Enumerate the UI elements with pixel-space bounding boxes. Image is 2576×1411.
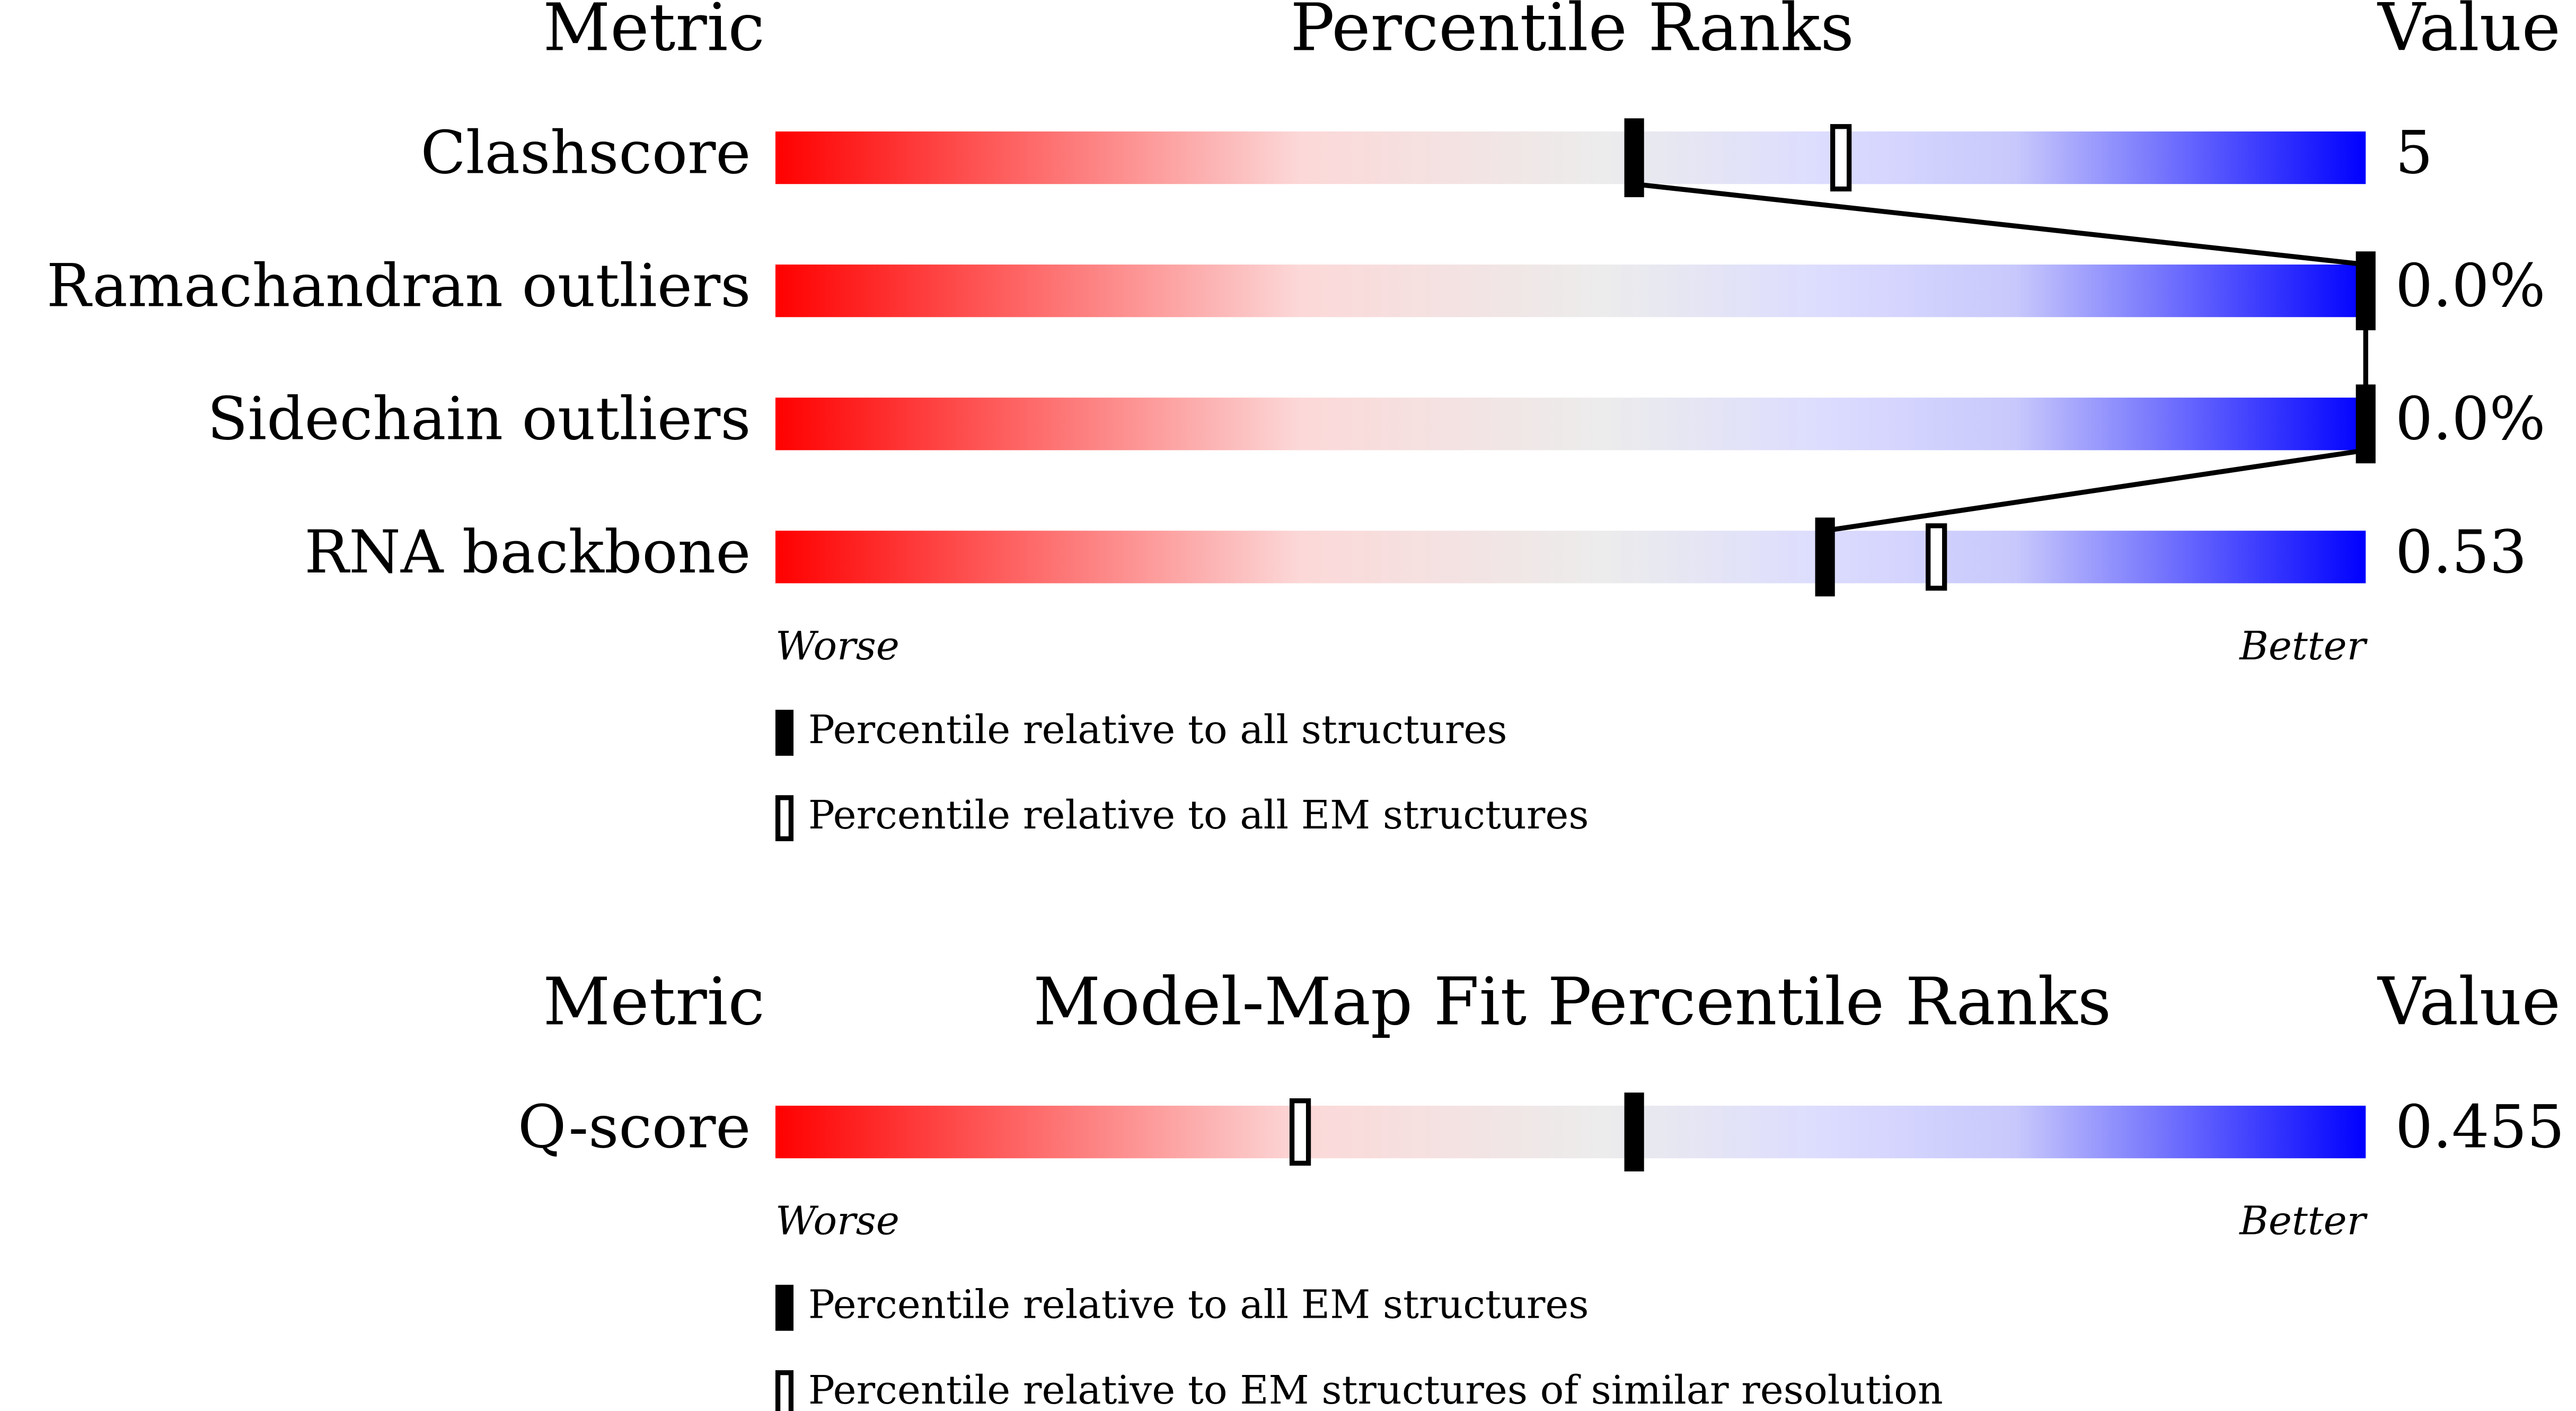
marker-filled [1815,517,1835,597]
header-title: Model-Map Fit Percentile Ranks [1033,964,2111,1040]
better-label: Better [2238,623,2368,669]
better-label: Better [2238,1198,2368,1244]
marker-open [1289,1098,1311,1166]
legend-icon-open [775,1370,794,1411]
slider-bar [775,531,2366,584]
marker-filled [1624,118,1644,198]
connector [1824,447,2366,533]
metric-label: Clashscore [420,119,751,188]
legend-icon-filled [775,1284,794,1331]
metric-value: 0.53 [2395,518,2527,587]
header-value: Value [2377,964,2561,1040]
metric-label: RNA backbone [304,518,751,587]
header-value: Value [2377,0,2561,66]
header-metric: Metric [543,0,764,66]
metric-value: 0.455 [2395,1093,2564,1162]
slider-bar [775,264,2366,318]
worse-label: Worse [775,1198,899,1244]
slider-bar [775,1106,2366,1159]
legend-label: Percentile relative to all EM structures [808,792,1589,838]
metric-value: 0.0% [2395,385,2545,454]
slider-bar [775,398,2366,451]
worse-label: Worse [775,623,899,669]
header-title: Percentile Ranks [1290,0,1854,66]
legend-icon-open [775,795,794,842]
metric-label: Sidechain outliers [207,385,751,454]
marker-open [1926,523,1947,591]
metric-value: 5 [2395,119,2433,188]
metric-value: 0.0% [2395,252,2545,321]
marker-open [1830,124,1852,192]
legend-label: Percentile relative to all EM structures [808,1282,1589,1328]
metric-label: Q-score [518,1093,751,1162]
header-metric: Metric [543,964,764,1040]
marker-filled [2356,384,2376,464]
connector [1634,181,2366,267]
metric-label: Ramachandran outliers [47,252,751,321]
legend-icon-filled [775,710,794,756]
legend-label: Percentile relative to EM structures of … [808,1367,1943,1411]
legend-label: Percentile relative to all structures [808,707,1507,753]
marker-filled [2356,251,2376,331]
slider-bar [775,131,2366,184]
marker-filled [1624,1092,1644,1172]
